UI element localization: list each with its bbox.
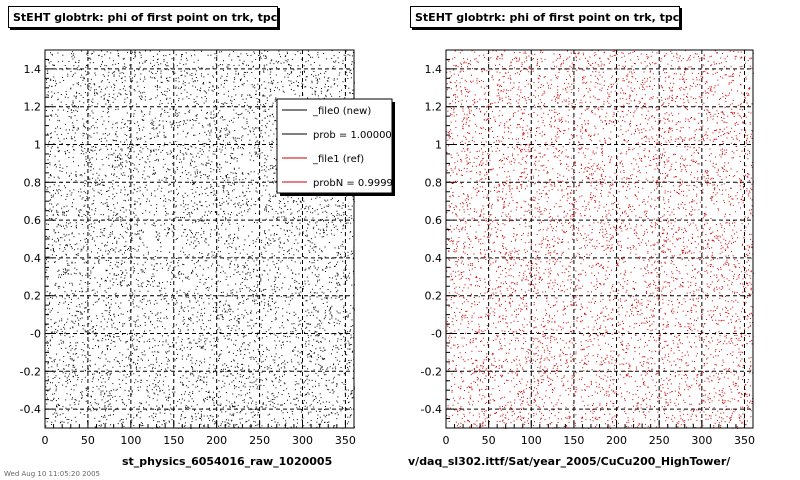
left-x-axis: 0 50 100 150 200 250 300 350: [42, 420, 356, 447]
legend-box: [276, 98, 393, 194]
right-y-tick-label-6: 0.8: [425, 176, 443, 189]
right-x-tick-label-150: 150: [563, 434, 584, 447]
left-y-tick-label-0: -0.4: [20, 403, 41, 416]
left-plot: 0 50 100 150 200 250 300 350 -0.4 -0.2 -0 0.2 0.4 0.6…: [20, 49, 406, 447]
right-y-tick-label-9: 1.4: [425, 63, 443, 76]
left-x-tick-label-300: 300: [292, 434, 313, 447]
right-x-tick-label-300: 300: [691, 434, 712, 447]
right-x-axis: 0 50 100 150 200 250 300 350: [443, 420, 755, 447]
right-y-tick-label-4: 0.4: [425, 252, 443, 265]
left-x-tick-label-250: 250: [249, 434, 270, 447]
left-y-tick-label-7: 1: [34, 139, 41, 152]
left-chart-title: StEHT globtrk: phi of first point on trk…: [8, 6, 278, 28]
right-y-tick-label-2: -0: [431, 328, 442, 341]
right-x-tick-label-50: 50: [482, 434, 496, 447]
right-y-tick-label-7: 1: [435, 139, 442, 152]
legend-label-1: prob = 1.000000: [313, 130, 398, 141]
left-y-tick-label-3: 0.2: [24, 290, 42, 303]
right-x-axis-label: v/daq_sl302.ittf/Sat/year_2005/CuCu200_H…: [408, 455, 731, 468]
left-y-tick-label-2: -0: [30, 328, 41, 341]
left-grid: [45, 50, 354, 428]
left-x-axis-label: st_physics_6054016_raw_1020005: [122, 455, 333, 468]
left-y-tick-label-5: 0.6: [24, 214, 42, 227]
legend-entries: _file0 (new) prob = 1.000000 _file1 (ref) p…: [282, 106, 406, 189]
left-x-tick-label-150: 150: [163, 434, 184, 447]
left-y-axis: -0.4 -0.2 -0 0.2 0.4 0.6 0.8 1 1.2 1.4: [20, 58, 53, 420]
right-grid: [446, 50, 753, 428]
left-x-tick-label-50: 50: [81, 434, 95, 447]
right-y-tick-label-3: 0.2: [425, 290, 443, 303]
right-x-tick-label-350: 350: [734, 434, 755, 447]
right-x-tick-label-100: 100: [521, 434, 542, 447]
left-y-tick-label-9: 1.4: [24, 63, 42, 76]
right-plot: 0 50 100 150 200 250 300 350 -0.4 -0.2 -0 0.2 0.4 0.6…: [421, 49, 755, 447]
right-x-tick-label-200: 200: [606, 434, 627, 447]
left-y-tick-label-8: 1.2: [24, 101, 42, 114]
left-y-tick-label-1: -0.2: [20, 365, 41, 378]
legend: _file0 (new) prob = 1.000000 _file1 (ref) p…: [276, 98, 406, 196]
left-y-tick-label-4: 0.4: [24, 252, 42, 265]
footer-timestamp: Wed Aug 10 11:05:20 2005: [4, 470, 100, 478]
left-x-tick-label-0: 0: [42, 434, 49, 447]
right-y-tick-label-8: 1.2: [425, 101, 443, 114]
right-y-axis: -0.4 -0.2 -0 0.2 0.4 0.6 0.8 1 1.2 1.4: [421, 58, 454, 420]
legend-label-3: probN = 0.999999: [313, 178, 406, 189]
right-chart-title: StEHT globtrk: phi of first point on trk…: [410, 6, 680, 28]
legend-label-0: _file0 (new): [312, 106, 371, 117]
left-x-tick-label-100: 100: [120, 434, 141, 447]
legend-label-2: _file1 (ref): [312, 154, 364, 165]
left-y-tick-label-6: 0.8: [24, 176, 42, 189]
right-y-tick-label-0: -0.4: [421, 403, 442, 416]
left-x-tick-label-200: 200: [206, 434, 227, 447]
right-x-tick-label-0: 0: [443, 434, 450, 447]
right-x-tick-label-250: 250: [649, 434, 670, 447]
right-y-tick-label-5: 0.6: [425, 214, 443, 227]
left-x-tick-label-350: 350: [335, 434, 356, 447]
right-y-tick-label-1: -0.2: [421, 365, 442, 378]
